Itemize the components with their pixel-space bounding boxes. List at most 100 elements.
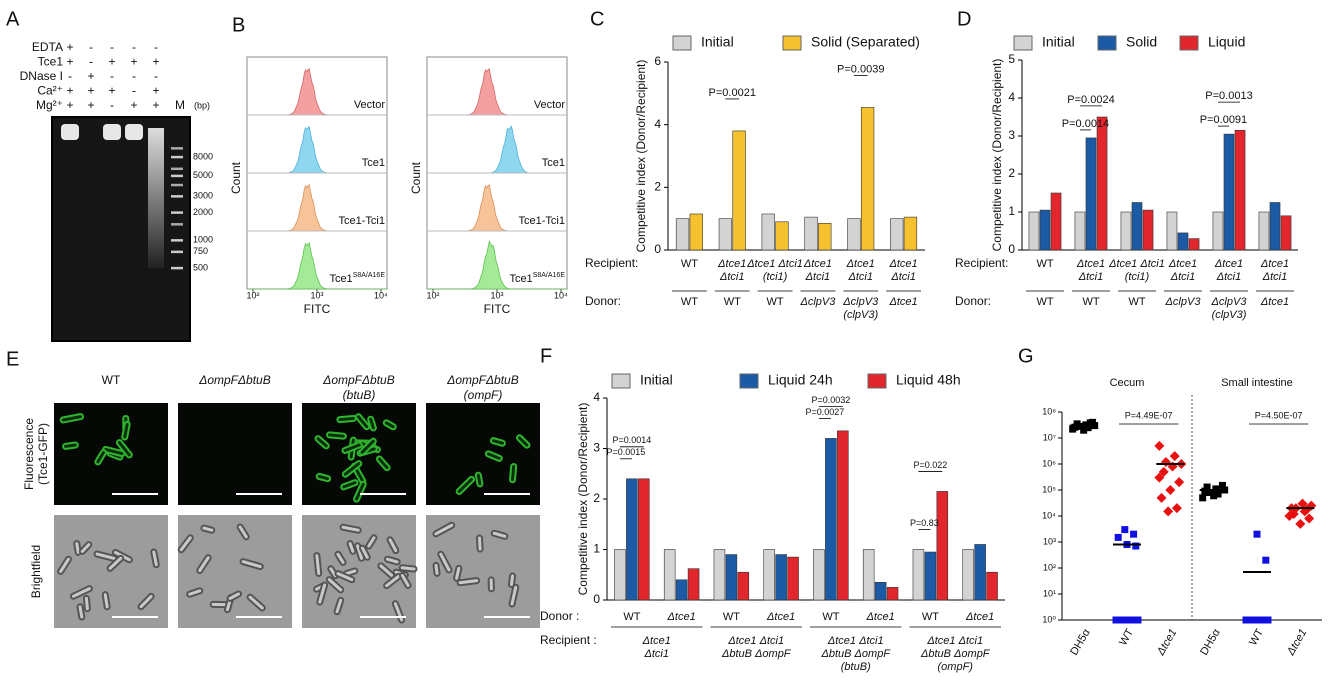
x-tick-label: DH5α [1068,626,1093,657]
y-tick-label: 10³ [1043,536,1056,546]
well-band [125,124,143,140]
cell-inner [384,421,395,429]
y-tick-label: 1 [593,542,600,556]
panel-letter: D [957,8,971,30]
y-tick-label: 0 [1008,242,1015,256]
category-label: Δtce1 Δtci1 [1108,258,1165,270]
cell-inner [400,574,410,587]
point [1304,513,1315,524]
sample-name: Tce1-Tci1 [339,215,385,227]
point [1199,494,1207,502]
cell-inner [343,443,361,452]
x-tick-label: 10⁴ [554,290,568,300]
cell-inner [439,552,451,572]
cell-inner [477,536,482,551]
condition-label: Mg²⁺ [36,98,63,112]
y-tick-label: 6 [654,54,661,68]
cell-inner [458,579,479,585]
cell-inner [108,556,123,570]
bar [1166,211,1178,251]
sample-label: Tce1S8A/A16E [509,272,565,285]
cell-inner [511,465,516,482]
cell-inner [104,447,124,456]
category-label: WT [723,611,740,623]
size-label: 500 [193,262,208,272]
well-band [61,124,79,140]
point [1121,526,1129,534]
fluorescence-image [426,403,540,505]
legend-swatch [739,373,759,389]
brightfield-image [426,515,540,628]
bar [1223,133,1235,251]
row-label: Brightfield [29,545,43,598]
category-label: Δtce1 Δtci1 [827,635,884,647]
cell-inner [518,436,529,447]
cell-inner [476,473,482,486]
sign: - [68,69,72,83]
point [1242,616,1250,624]
cell-inner [248,595,264,610]
y-tick-label: 1 [1008,204,1015,218]
point [1255,616,1263,624]
category-label: ΔclpV3 [1211,296,1248,308]
point [1114,533,1122,541]
x-tick-label: 10² [246,290,259,300]
category-label: Δtce1 [1214,258,1243,270]
column-header: WT [102,373,121,387]
category-label: Δtce1 [803,258,832,270]
x-tick-label: 10² [426,290,439,300]
legend-swatch [611,373,631,389]
panel-letter: G [1018,345,1034,367]
y-tick-label: 4 [654,117,661,131]
p-value: P=0.83 [910,518,939,528]
y-axis-label: Count [229,161,243,194]
sign: + [130,98,137,112]
sign: + [66,55,73,69]
legend-label: Initial [640,372,673,388]
point [1158,466,1169,477]
bar [1085,137,1097,251]
y-tick-label: 5 [1008,52,1015,66]
p-value: P=0.0091 [1200,114,1247,126]
legend-label: Liquid 48h [896,372,961,388]
column-header: ΔompFΔbtuB [322,373,394,387]
point [1246,616,1254,624]
category-label: WT [681,258,698,270]
cell-inner [317,474,330,481]
bar [1212,211,1224,251]
bar [874,582,887,601]
category-label: Δtci1 [1216,271,1242,283]
category-label: (tci1) [763,271,788,283]
cell-inner [78,605,84,619]
category-label: ΔclpV3 [799,296,836,308]
cell-inner [338,416,355,422]
sign: - [154,69,158,83]
cell-inner [238,525,248,539]
cell-inner [388,538,398,553]
cell-inner [491,439,504,445]
sign: + [87,69,94,83]
condition-label: Tce1 [38,55,64,69]
size-label: 3000 [193,191,213,201]
category-label: Δtce1 [965,611,994,623]
sign: + [108,55,115,69]
point [1116,616,1124,624]
sign: + [66,40,73,54]
cell-inner [434,563,439,575]
cell-inner [335,598,343,614]
p-value: P=4.49E-07 [1125,410,1173,420]
point [1156,492,1167,503]
cell-inner [61,415,83,422]
point [1203,483,1211,491]
sample-name: Tce1 [542,157,565,169]
bar [1050,192,1062,251]
category-label: Δtce1 [888,258,917,270]
cell-inner [316,437,328,448]
y-tick-label: 10⁰ [1042,614,1056,624]
legend-label: Initial [1042,34,1075,50]
p-value: P=0.022 [913,460,947,470]
cell-inner [455,566,461,580]
condition-label: DNase I [20,69,63,83]
ladder-band [171,195,183,198]
well-band [103,124,121,140]
